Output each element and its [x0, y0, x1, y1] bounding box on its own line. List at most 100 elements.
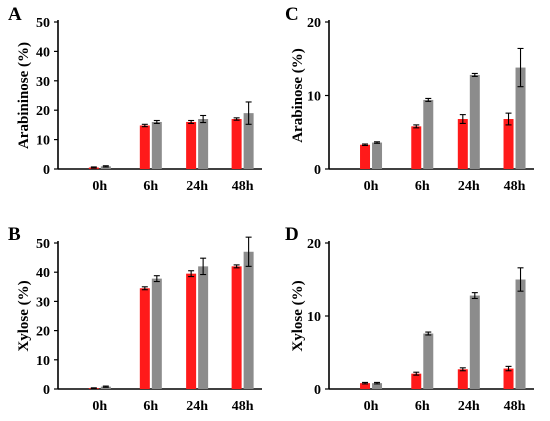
bar-red-24h — [457, 119, 468, 169]
error-bar-gray-48h — [517, 267, 524, 292]
x-tick-label: 6h — [415, 399, 430, 414]
bar-gray-0h — [100, 166, 111, 169]
bar-red-48h — [231, 266, 242, 389]
bar-red-48h — [231, 119, 242, 169]
error-bar-gray-6h — [425, 331, 432, 336]
bar-red-6h — [411, 126, 422, 169]
error-bar-red-0h — [362, 143, 369, 147]
bar-gray-6h — [423, 333, 434, 389]
panel-letter: A — [8, 4, 22, 25]
error-bar-gray-24h — [200, 257, 207, 276]
bar-gray-6h — [423, 99, 434, 169]
error-bar-gray-48h — [245, 236, 252, 267]
error-bar-red-48h — [505, 365, 512, 372]
bar-gray-48h — [243, 251, 254, 389]
y-tick-label: 40 — [36, 45, 50, 60]
bar-red-0h — [360, 383, 371, 389]
error-bar-gray-48h — [517, 47, 524, 88]
bar-gray-48h — [515, 67, 526, 169]
x-tick-label: 48h — [232, 399, 254, 414]
error-bar-gray-0h — [374, 141, 381, 144]
x-tick-label: 6h — [143, 179, 158, 194]
x-tick-label: 6h — [143, 399, 158, 414]
y-axis-title: Arabininose (%) — [16, 42, 32, 149]
panel-letter: B — [8, 224, 21, 245]
y-tick-label: 20 — [307, 237, 321, 252]
error-bar-gray-48h — [245, 101, 252, 125]
bar-red-6h — [411, 373, 422, 389]
bar-gray-48h — [243, 113, 254, 169]
y-tick-label: 10 — [36, 354, 50, 369]
y-tick-label: 0 — [43, 163, 50, 178]
bar-red-6h — [139, 125, 150, 169]
x-tick-label: 48h — [504, 179, 526, 194]
x-tick-label: 0h — [364, 179, 379, 194]
y-tick-label: 40 — [36, 266, 50, 281]
bar-red-48h — [503, 119, 514, 169]
error-bar-red-48h — [505, 112, 512, 126]
y-axis-title: Arabinose (%) — [290, 48, 306, 143]
y-tick-label: 50 — [36, 16, 50, 31]
panel-d: D Xylose (%) 0 10 20 0h 6h 24h 48h — [285, 224, 534, 414]
error-bar-red-0h — [90, 387, 97, 389]
y-axis-title: Xylose (%) — [16, 280, 32, 351]
x-tick-label: 0h — [364, 399, 379, 414]
panel-letter: D — [285, 224, 299, 245]
error-bar-gray-24h — [471, 72, 478, 77]
x-tick-label: 0h — [92, 179, 107, 194]
error-bar-red-6h — [141, 286, 148, 291]
panel-b: B Xylose (%) 0 10 20 30 40 50 0h 6h 24h 48h — [8, 224, 262, 414]
x-tick-label: 24h — [186, 399, 208, 414]
error-bar-gray-6h — [425, 97, 432, 102]
x-tick-label: 0h — [92, 399, 107, 414]
x-tick-label: 24h — [186, 179, 208, 194]
x-tick-label: 48h — [232, 179, 254, 194]
y-tick-label: 20 — [36, 325, 50, 340]
error-bar-red-48h — [233, 117, 240, 121]
x-tick-label: 24h — [458, 399, 480, 414]
error-bar-red-48h — [233, 264, 240, 269]
error-bar-red-6h — [413, 371, 420, 376]
error-bar-gray-6h — [153, 275, 160, 283]
bar-gray-0h — [372, 383, 383, 389]
error-bar-gray-24h — [200, 114, 207, 124]
x-tick-label: 24h — [458, 179, 480, 194]
y-tick-label: 10 — [307, 310, 321, 325]
error-bar-red-6h — [413, 124, 420, 129]
y-tick-label: 10 — [307, 90, 321, 105]
y-tick-label: 20 — [307, 16, 321, 31]
bar-red-24h — [457, 369, 468, 389]
error-bar-red-24h — [459, 114, 466, 124]
bar-red-0h — [360, 144, 371, 169]
error-bar-gray-0h — [374, 381, 381, 385]
x-tick-label: 48h — [504, 399, 526, 414]
error-bar-red-0h — [90, 166, 97, 169]
error-bar-red-24h — [188, 270, 195, 278]
error-bar-gray-24h — [471, 292, 478, 300]
error-bar-gray-0h — [102, 165, 109, 168]
panel-c: C Arabinose (%) 0 10 20 0h 6h 24h 48h — [285, 4, 534, 194]
y-tick-label: 0 — [314, 383, 321, 398]
y-tick-label: 0 — [43, 383, 50, 398]
y-tick-label: 30 — [36, 75, 50, 90]
bar-red-6h — [139, 288, 150, 389]
x-tick-label: 6h — [415, 179, 430, 194]
y-tick-label: 20 — [36, 104, 50, 119]
y-tick-label: 50 — [36, 237, 50, 252]
bar-gray-24h — [198, 119, 209, 169]
error-bar-red-6h — [141, 123, 148, 128]
bar-gray-24h — [198, 266, 209, 389]
panel-letter: C — [285, 4, 299, 25]
error-bar-red-24h — [459, 367, 466, 372]
bar-gray-0h — [372, 142, 383, 169]
y-tick-label: 10 — [36, 134, 50, 149]
bar-red-48h — [503, 368, 514, 389]
error-bar-red-24h — [188, 119, 195, 124]
error-bar-gray-0h — [102, 385, 109, 388]
bar-red-24h — [186, 273, 197, 389]
y-tick-label: 0 — [314, 163, 321, 178]
bar-gray-24h — [469, 295, 480, 389]
bar-gray-24h — [469, 74, 480, 169]
bar-red-24h — [186, 121, 197, 169]
